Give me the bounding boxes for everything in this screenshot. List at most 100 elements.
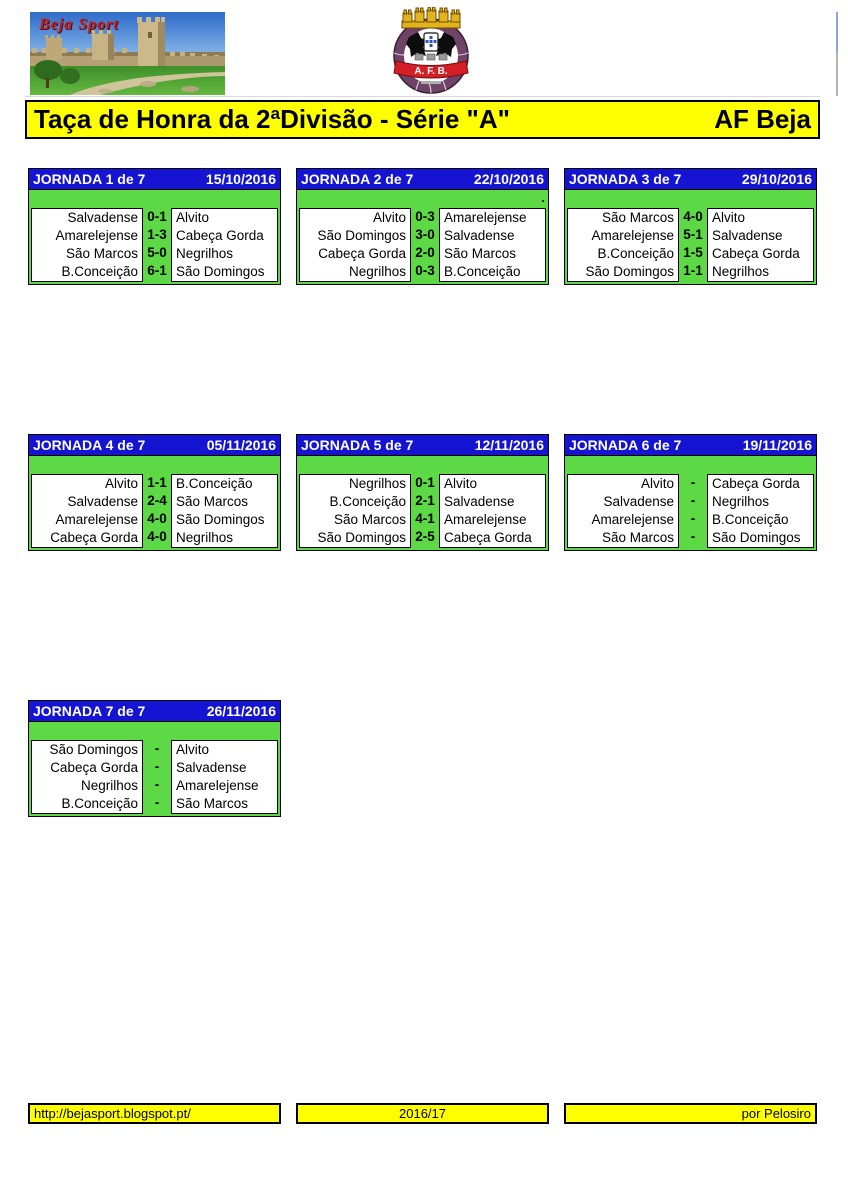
jornada-body: Alvito Salvadense Amarelejense São Marcos -… xyxy=(564,456,817,551)
away-team: São Marcos xyxy=(444,246,517,261)
home-team: Cabeça Gorda xyxy=(50,760,138,775)
match-score: 1-3 xyxy=(147,227,167,242)
jornada-block: JORNADA 3 de 7 29/10/2016 São Marcos Amar… xyxy=(564,168,817,285)
match-score: - xyxy=(154,741,160,756)
home-column: Salvadense Amarelejense São Marcos B.Concei… xyxy=(31,208,143,282)
match-score: 1-5 xyxy=(683,245,703,260)
match-table: Alvito São Domingos Cabeça Gorda Negrilhos … xyxy=(299,208,546,282)
home-team: Amarelejense xyxy=(591,512,674,527)
home-column: Alvito Salvadense Amarelejense São Marcos xyxy=(567,474,679,548)
home-team: São Domingos xyxy=(317,530,406,545)
footer-row: http://bejasport.blogspot.pt/ 2016/17 po… xyxy=(28,1103,818,1124)
match-score: 5-1 xyxy=(683,227,703,242)
home-team: B.Conceição xyxy=(61,796,138,811)
jornada-date: 26/11/2016 xyxy=(206,703,276,719)
jornada-block: JORNADA 5 de 7 12/11/2016 Negrilhos B.Con… xyxy=(296,434,549,551)
away-team: São Domingos xyxy=(176,264,265,279)
away-team: Amarelejense xyxy=(444,512,527,527)
match-score: 5-0 xyxy=(147,245,167,260)
away-team: Alvito xyxy=(712,210,746,225)
jornada-body: . Alvito São Domingos Cabeça Gorda Negrilho… xyxy=(296,190,549,285)
home-team: São Marcos xyxy=(65,246,138,261)
jornada-title: JORNADA 4 de 7 xyxy=(33,437,146,453)
away-team: Salvadense xyxy=(444,228,515,243)
match-score: 2-5 xyxy=(415,529,435,544)
home-team: São Domingos xyxy=(585,264,674,279)
match-score: - xyxy=(690,529,696,544)
match-score: 4-0 xyxy=(147,529,167,544)
away-team: Cabeça Gorda xyxy=(712,246,800,261)
away-team: Alvito xyxy=(176,742,210,757)
jornada-header: JORNADA 5 de 7 12/11/2016 xyxy=(296,434,549,456)
match-score: 4-0 xyxy=(147,511,167,526)
afb-crest: A. F. B. xyxy=(391,7,471,95)
home-column: Negrilhos B.Conceição São Marcos São Doming… xyxy=(299,474,411,548)
away-team: Cabeça Gorda xyxy=(444,530,532,545)
match-score: 1-1 xyxy=(683,263,703,278)
match-score: - xyxy=(690,475,696,490)
jornada-block: JORNADA 2 de 7 22/10/2016 . Alvito São Do… xyxy=(296,168,549,285)
home-column: São Domingos Cabeça Gorda Negrilhos B.Conce… xyxy=(31,740,143,814)
jornada-date: 15/10/2016 xyxy=(205,171,276,187)
association-label: AF Beja xyxy=(714,104,811,134)
match-score: 4-0 xyxy=(683,209,703,224)
score-column: 1-1 2-4 4-0 4-0 xyxy=(143,474,171,548)
home-team: São Marcos xyxy=(601,530,674,545)
away-team: B.Conceição xyxy=(444,264,521,279)
title-banner: Taça de Honra da 2ªDivisão - Série "A" A… xyxy=(25,100,820,139)
away-team: Negrilhos xyxy=(176,530,234,545)
jornada-header: JORNADA 6 de 7 19/11/2016 xyxy=(564,434,817,456)
home-team: São Domingos xyxy=(317,228,406,243)
footer-season: 2016/17 xyxy=(296,1103,549,1124)
away-column: Alvito Salvadense Cabeça Gorda Negrilhos xyxy=(707,208,814,282)
jornada-body: São Marcos Amarelejense B.Conceição São Dom… xyxy=(564,190,817,285)
footer-url[interactable]: http://bejasport.blogspot.pt/ xyxy=(28,1103,281,1124)
footer-credit: por Pelosiro xyxy=(564,1103,817,1124)
match-score: 4-1 xyxy=(415,511,435,526)
jornada-date: 19/11/2016 xyxy=(742,437,812,453)
jornada-header: JORNADA 4 de 7 05/11/2016 xyxy=(28,434,281,456)
score-column: 4-0 5-1 1-5 1-1 xyxy=(679,208,707,282)
away-team: São Marcos xyxy=(176,796,249,811)
match-table: Alvito Salvadense Amarelejense São Marcos -… xyxy=(567,474,814,548)
away-column: Cabeça Gorda Negrilhos B.Conceição São Domi… xyxy=(707,474,814,548)
jornada-title: JORNADA 6 de 7 xyxy=(569,437,682,453)
match-score: - xyxy=(690,511,696,526)
home-team: Amarelejense xyxy=(55,228,138,243)
jornada-title: JORNADA 5 de 7 xyxy=(301,437,414,453)
match-score: - xyxy=(154,795,160,810)
jornada-date: 12/11/2016 xyxy=(474,437,544,453)
away-team: Alvito xyxy=(444,476,478,491)
away-team: Cabeça Gorda xyxy=(176,228,264,243)
home-team: Negrilhos xyxy=(348,476,406,491)
away-team: B.Conceição xyxy=(176,476,253,491)
away-team: São Marcos xyxy=(176,494,249,509)
jornada-grid: JORNADA 1 de 7 15/10/2016 Salvadense Amar… xyxy=(28,168,818,817)
jornada-block: JORNADA 4 de 7 05/11/2016 Alvito Salvaden… xyxy=(28,434,281,551)
edge-line xyxy=(836,12,838,96)
match-score: 3-0 xyxy=(415,227,435,242)
away-team: São Domingos xyxy=(712,530,801,545)
jornada-header: JORNADA 1 de 7 15/10/2016 xyxy=(28,168,281,190)
away-team: Negrilhos xyxy=(712,264,770,279)
match-table: Alvito Salvadense Amarelejense Cabeça Gorda… xyxy=(31,474,278,548)
jornada-header: JORNADA 3 de 7 29/10/2016 xyxy=(564,168,817,190)
crest-initials: A. F. B. xyxy=(414,66,448,77)
away-team: São Domingos xyxy=(176,512,265,527)
castle-photo-graphic xyxy=(30,12,225,95)
away-team: Cabeça Gorda xyxy=(712,476,800,491)
photo-caption: Beja Sport xyxy=(39,16,119,33)
match-score: - xyxy=(690,493,696,508)
jornada-body: Alvito Salvadense Amarelejense Cabeça Gorda… xyxy=(28,456,281,551)
score-column: - - - - xyxy=(679,474,707,548)
home-team: Salvadense xyxy=(603,494,674,509)
match-score: 0-3 xyxy=(415,263,435,278)
home-team: São Domingos xyxy=(49,742,138,757)
match-score: 2-1 xyxy=(415,493,435,508)
match-score: 2-0 xyxy=(415,245,435,260)
away-team: B.Conceição xyxy=(712,512,789,527)
jornada-date: 05/11/2016 xyxy=(206,437,276,453)
jornada-block: JORNADA 6 de 7 19/11/2016 Alvito Salvaden… xyxy=(564,434,817,551)
home-team: B.Conceição xyxy=(61,264,138,279)
